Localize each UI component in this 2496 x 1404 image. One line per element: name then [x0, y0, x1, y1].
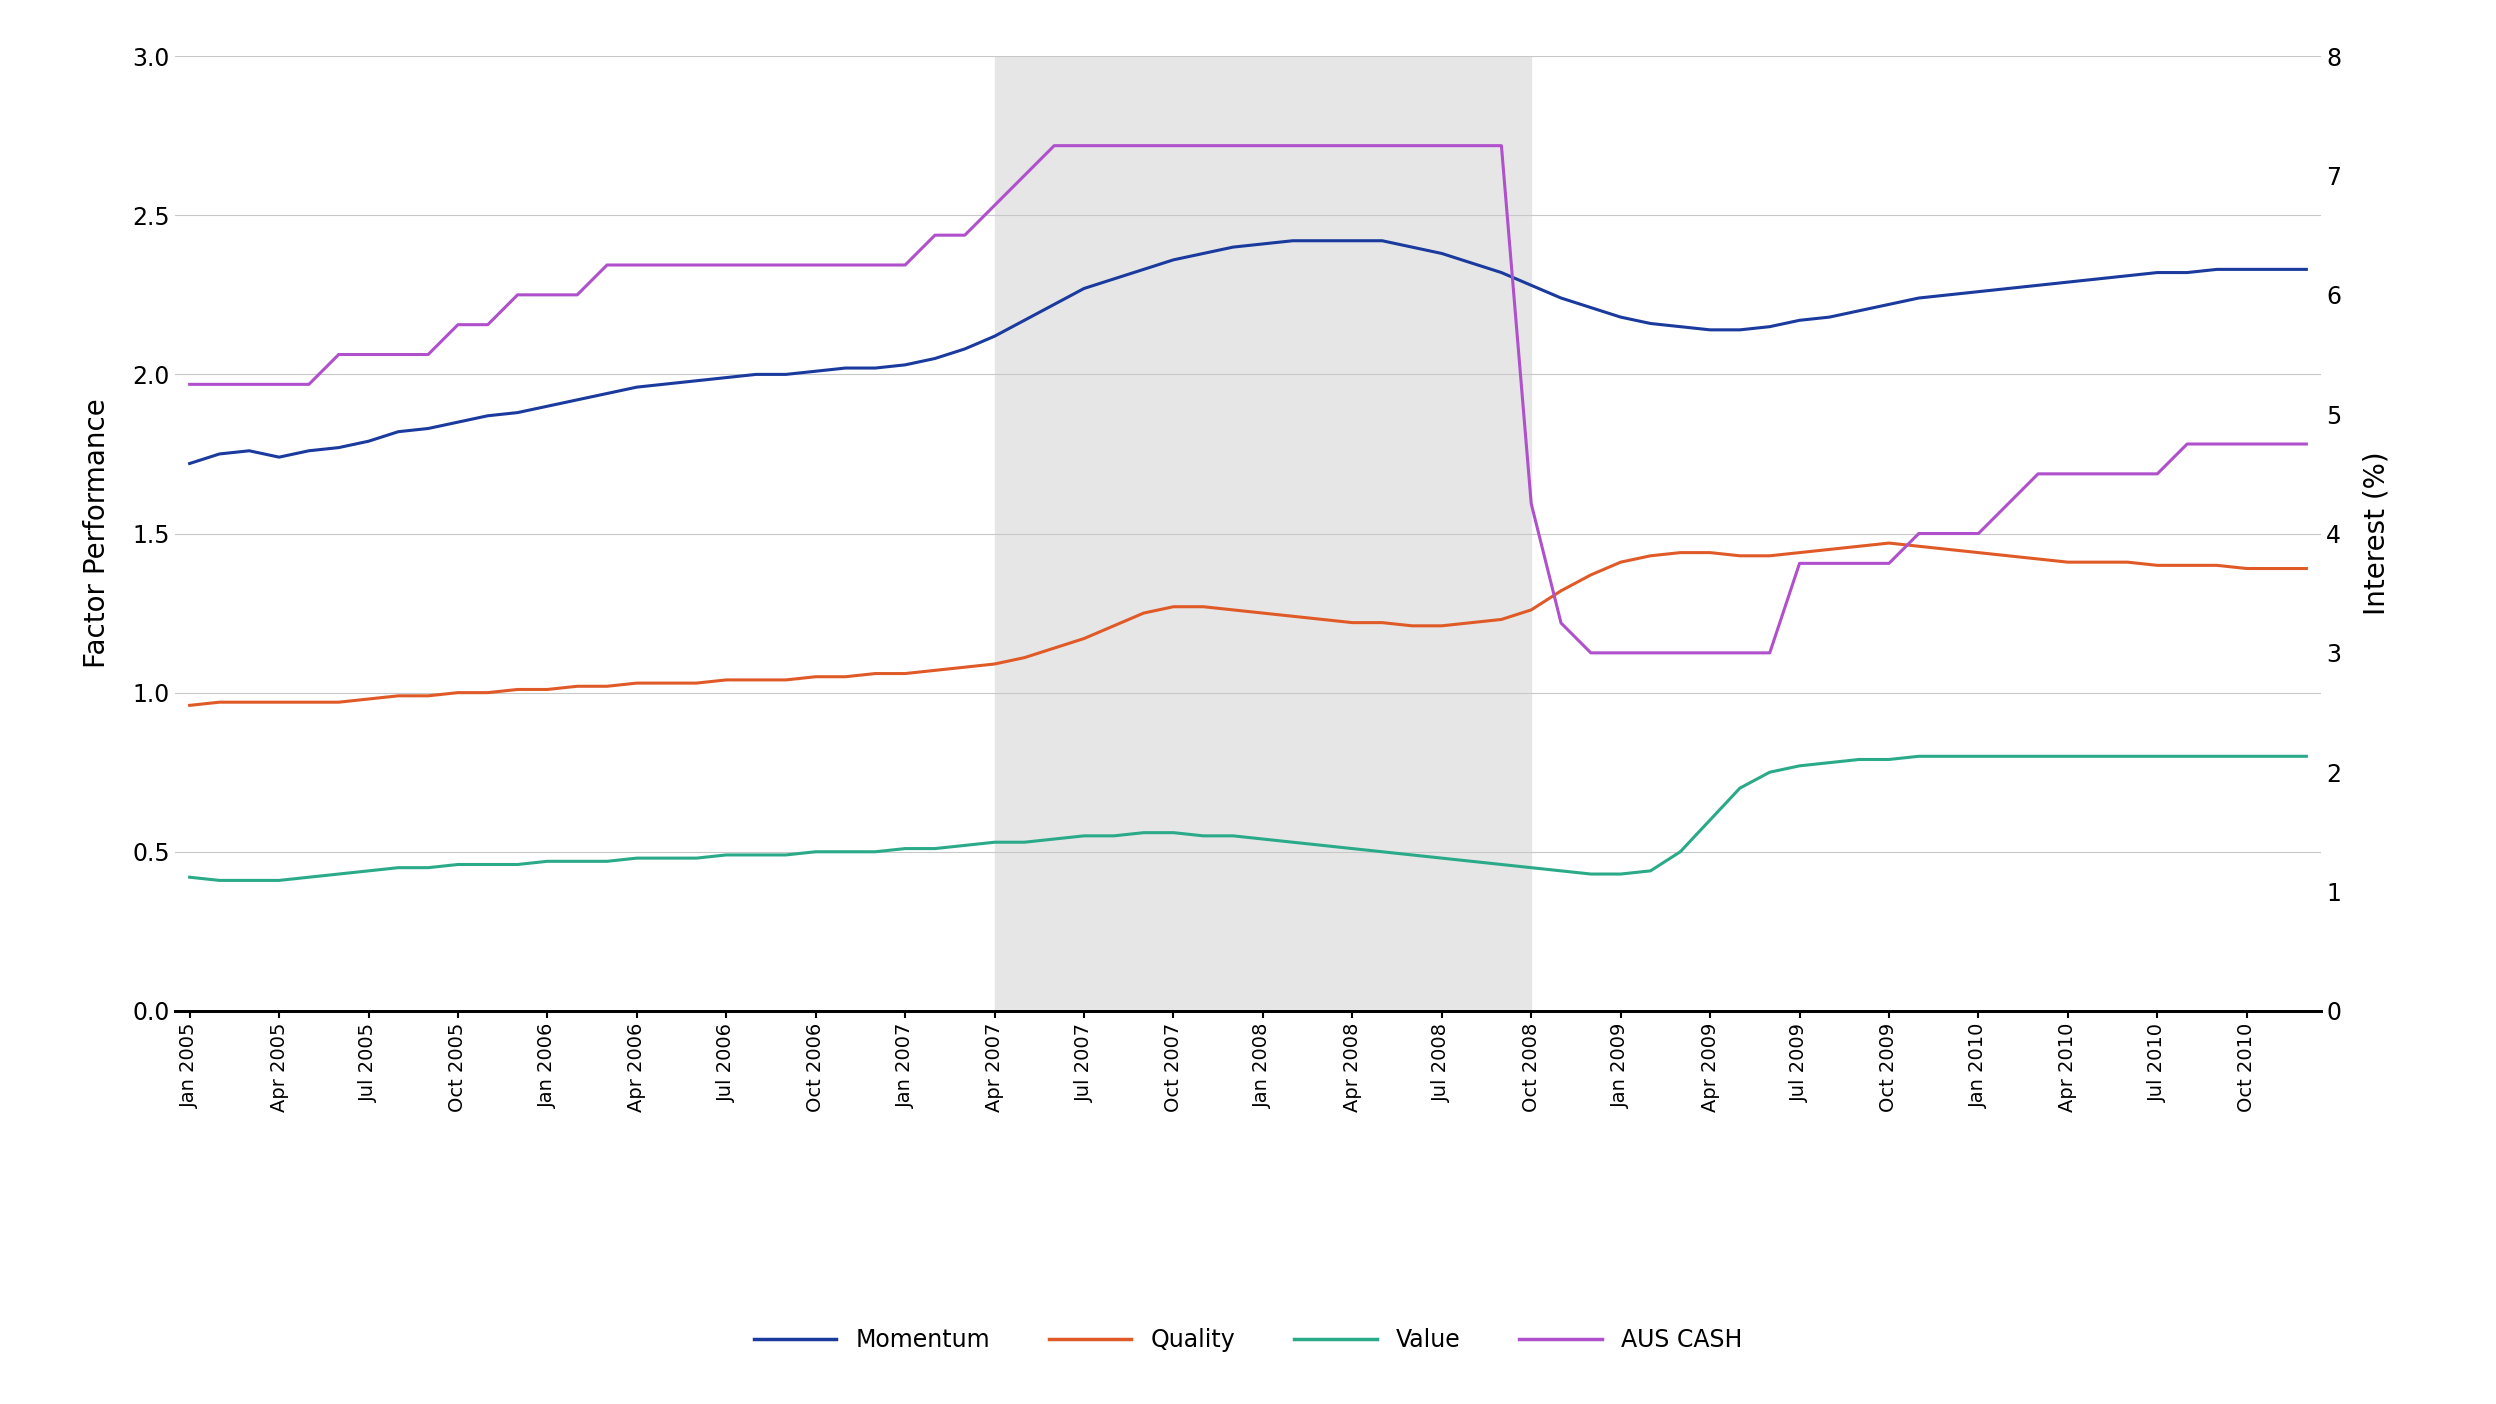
- Legend: Momentum, Quality, Value, AUS CASH: Momentum, Quality, Value, AUS CASH: [744, 1318, 1752, 1362]
- Bar: [993, 56, 1530, 1011]
- Y-axis label: Factor Performance: Factor Performance: [82, 399, 112, 668]
- Y-axis label: Interest (%): Interest (%): [2361, 452, 2391, 615]
